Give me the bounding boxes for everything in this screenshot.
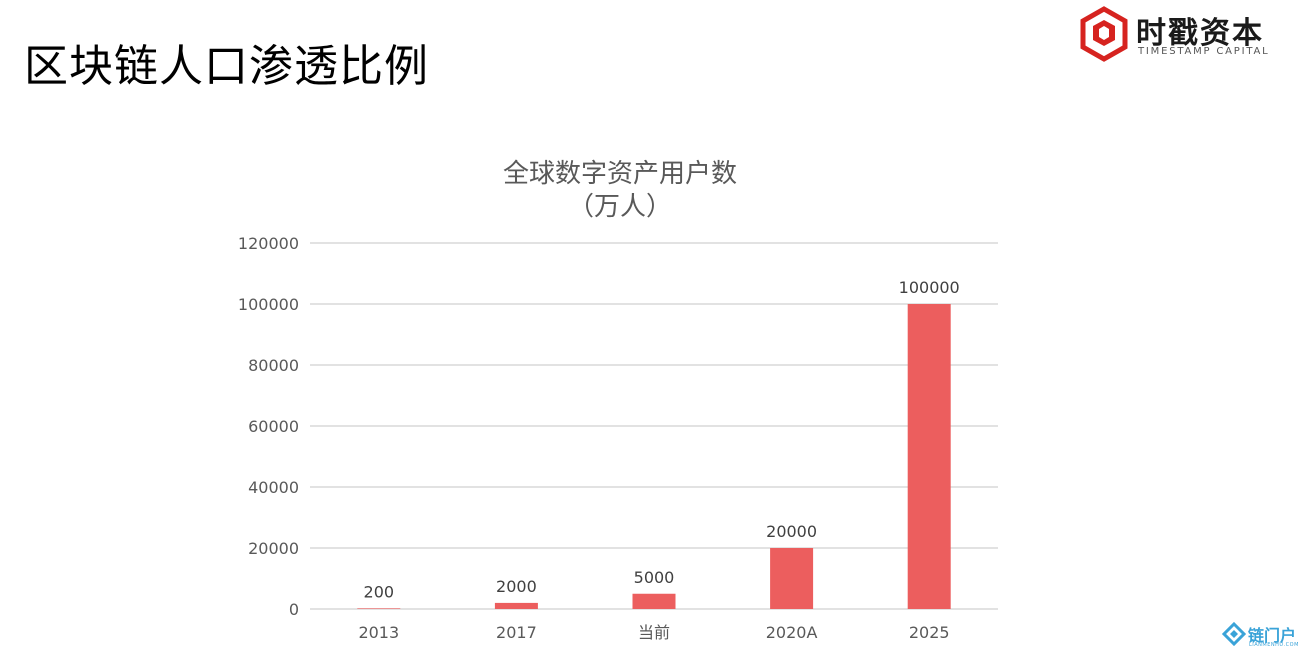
data-label: 2000 <box>496 577 537 596</box>
x-tick-label: 2013 <box>358 623 399 642</box>
bar <box>770 548 814 609</box>
watermark: 链门户 LIANMENHU.COM <box>1222 618 1302 650</box>
bar <box>494 602 538 609</box>
data-label: 20000 <box>766 522 817 541</box>
data-label: 100000 <box>899 278 960 297</box>
data-label: 5000 <box>634 568 675 587</box>
hexagon-cube-logo-icon <box>1080 6 1128 62</box>
watermark-subtext: LIANMENHU.COM <box>1249 642 1299 648</box>
watermark-text: 链门户 <box>1248 626 1297 645</box>
y-tick-label: 80000 <box>248 356 299 375</box>
bar <box>632 593 676 609</box>
chart-subtitle: （万人） <box>567 192 672 222</box>
x-tick-label: 2025 <box>909 623 950 642</box>
data-label: 200 <box>364 582 395 601</box>
logo-subtitle: TIMESTAMP CAPITAL <box>1138 46 1270 57</box>
y-tick-label: 100000 <box>238 295 299 314</box>
y-tick-label: 60000 <box>248 417 299 436</box>
bar <box>357 608 401 609</box>
chart-title: 全球数字资产用户数 <box>502 159 737 189</box>
y-tick-label: 120000 <box>238 234 299 253</box>
x-tick-label: 2020A <box>766 623 818 642</box>
x-tick-label: 当前 <box>638 623 670 642</box>
y-tick-label: 20000 <box>248 539 299 558</box>
y-tick-label: 40000 <box>248 478 299 497</box>
slide-title: 区块链人口渗透比例 <box>24 41 429 92</box>
y-tick-label: 0 <box>289 600 299 619</box>
x-tick-label: 2017 <box>496 623 537 642</box>
diamond-logo-icon <box>1222 622 1246 646</box>
company-logo: 时戳资本 TIMESTAMP CAPITAL <box>1080 6 1280 62</box>
bar <box>907 304 951 609</box>
logo-name: 时戳资本 <box>1136 16 1264 51</box>
